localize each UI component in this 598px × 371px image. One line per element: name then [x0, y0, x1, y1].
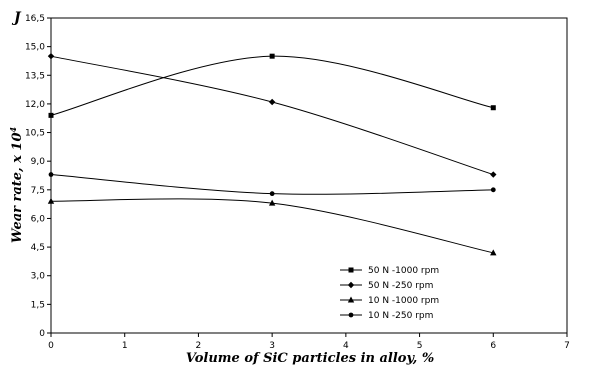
series-line-2 — [50, 55, 494, 176]
y-tick-label: 15,0 — [25, 43, 45, 53]
plot-area-border — [50, 17, 568, 334]
legend-marker — [348, 267, 354, 273]
series-markers — [47, 52, 497, 256]
legend-entry-label: 10 N -250 rpm — [368, 311, 433, 321]
series-1-point — [490, 105, 496, 111]
y-tick-label: 16,5 — [25, 14, 45, 24]
y-tick-label: 1,5 — [31, 300, 45, 310]
y-tick-label: 0 — [39, 329, 45, 339]
x-tick-label: 1 — [122, 341, 128, 351]
legend-entry-label: 50 N -1000 rpm — [368, 266, 439, 276]
x-axis-title: Volume of SiC particles in alloy, % — [186, 351, 434, 366]
series-4-point — [269, 191, 275, 197]
y-tick-label: 13,5 — [25, 71, 45, 81]
series-2-point — [47, 52, 55, 60]
series-1-point — [269, 53, 275, 59]
y-tick-label: 10,5 — [25, 129, 45, 139]
y-tick-label: 9,0 — [31, 157, 46, 167]
corner-label: J — [11, 10, 22, 26]
y-axis-title-text: Wear rate, x 10 — [10, 133, 25, 244]
series-2-point — [268, 98, 276, 106]
plot-frame — [50, 17, 568, 334]
axis-ticks: 0 1,5 3,0 4,5 6,0 7,5 9,0 10,5 12,0 13,5 15,0 16,5 0… — [25, 14, 570, 351]
x-tick-label: 4 — [343, 341, 349, 351]
series-3-point — [490, 249, 497, 256]
legend-marker — [347, 281, 355, 289]
x-tick-label: 6 — [490, 341, 496, 351]
series-1-point — [48, 112, 54, 118]
x-tick-label: 2 — [196, 341, 202, 351]
series-line-3 — [50, 198, 494, 254]
y-tick-label: 6,0 — [31, 214, 46, 224]
series-2-point — [490, 171, 497, 178]
x-tick-label: 7 — [564, 341, 570, 351]
x-tick-label: 3 — [269, 341, 275, 351]
y-axis-title: Wear rate, x 104 — [8, 127, 25, 244]
y-tick-label: 4,5 — [31, 243, 45, 253]
series-4-point — [48, 172, 54, 177]
series-3-point — [268, 199, 276, 206]
y-tick-label: 12,0 — [25, 100, 45, 110]
y-axis-title-exponent: 4 — [8, 127, 18, 133]
series-4-point — [490, 187, 496, 193]
y-tick-label: 7,5 — [31, 186, 45, 196]
legend-entry-label: 10 N -1000 rpm — [368, 296, 439, 306]
legend-marker — [347, 296, 355, 303]
series-lines — [50, 55, 494, 254]
series-3-point — [47, 197, 55, 204]
series-line-1 — [50, 55, 494, 116]
legend: 50 N -1000 rpm 50 N -250 rpm 10 N -1000 rp… — [340, 266, 439, 321]
legend-entry-label: 50 N -250 rpm — [368, 281, 433, 291]
y-tick-label: 3,0 — [31, 272, 46, 282]
x-tick-label: 5 — [417, 341, 423, 351]
x-tick-label: 0 — [48, 341, 54, 351]
legend-marker — [348, 312, 354, 318]
